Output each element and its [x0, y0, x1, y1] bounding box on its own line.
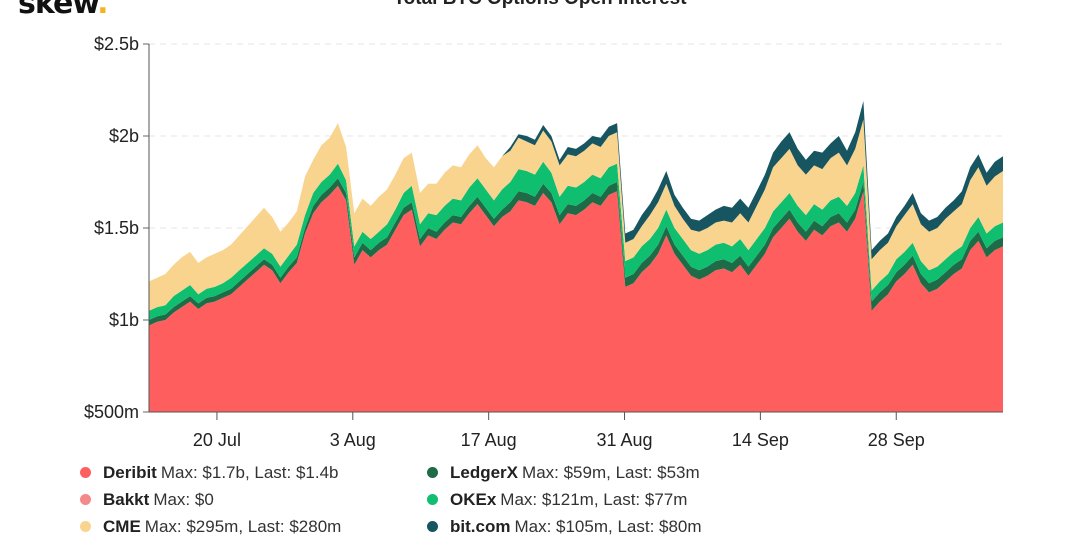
y-tick-label: $2b — [109, 126, 139, 146]
legend-bakkt[interactable]: Bakkt Max: $0 — [80, 490, 214, 510]
skew-logo: skew. — [18, 0, 109, 21]
legend-stat: Max: $1.7b, Last: $1.4b — [160, 463, 339, 482]
area-cme — [149, 119, 1003, 311]
legend-name: LedgerX — [450, 463, 519, 482]
x-tick-label: 14 Sep — [732, 430, 789, 450]
y-tick-label: $500m — [84, 402, 139, 422]
legend-name: CME — [103, 517, 141, 536]
stacked-areas — [149, 101, 1003, 412]
area-okex — [149, 161, 1003, 320]
legend-stat: Max: $105m, Last: $80m — [514, 517, 702, 536]
chart-title: Total BTC Options Open Interest — [0, 0, 1080, 10]
area-deribit — [149, 185, 1003, 412]
y-tick-label: $2.5b — [94, 34, 139, 54]
legend-name: Bakkt — [103, 490, 150, 509]
open-interest-chart: $500m $1b $1.5b $2b $2.5b 20 Jul 3 Aug 17 Aug 31… — [84, 34, 1003, 450]
legend-name: bit.com — [450, 517, 511, 536]
legend-okex[interactable]: OKEx Max: $121m, Last: $77m — [427, 490, 687, 510]
y-tick-label: $1b — [109, 310, 139, 330]
area-ledgerx — [149, 178, 1003, 326]
legend-deribit[interactable]: Deribit Max: $1.7b, Last: $1.4b — [80, 463, 339, 483]
legend-dot-ledgerx — [427, 467, 438, 479]
legend-dot-bakkt — [80, 494, 91, 506]
x-tick-label: 17 Aug — [461, 430, 517, 450]
x-tick-label: 31 Aug — [596, 430, 652, 450]
legend-name: OKEx — [450, 490, 497, 509]
legend-cme[interactable]: CME Max: $295m, Last: $280m — [80, 517, 341, 537]
legend-stat: Max: $0 — [153, 490, 214, 509]
legend-stat: Max: $59m, Last: $53m — [522, 463, 700, 482]
legend-bitcom[interactable]: bit.com Max: $105m, Last: $80m — [427, 517, 702, 537]
legend-dot-deribit — [80, 467, 91, 479]
area-bit-com — [149, 101, 1003, 282]
x-tick-label: 28 Sep — [868, 430, 925, 450]
legend-dot-bitcom — [427, 521, 438, 533]
legend-dot-cme — [80, 521, 91, 533]
logo-text: skew — [18, 0, 98, 21]
legend-ledgerx[interactable]: LedgerX Max: $59m, Last: $53m — [427, 463, 700, 483]
legend-stat: Max: $121m, Last: $77m — [500, 490, 688, 509]
logo-dot: . — [97, 0, 108, 21]
x-tick-label: 3 Aug — [330, 430, 376, 450]
legend-dot-okex — [427, 494, 438, 506]
legend-name: Deribit — [103, 463, 157, 482]
axes: $500m $1b $1.5b $2b $2.5b 20 Jul 3 Aug 17 Aug 31… — [84, 34, 1003, 450]
x-tick-label: 20 Jul — [193, 430, 241, 450]
y-tick-label: $1.5b — [94, 218, 139, 238]
legend-stat: Max: $295m, Last: $280m — [144, 517, 342, 536]
